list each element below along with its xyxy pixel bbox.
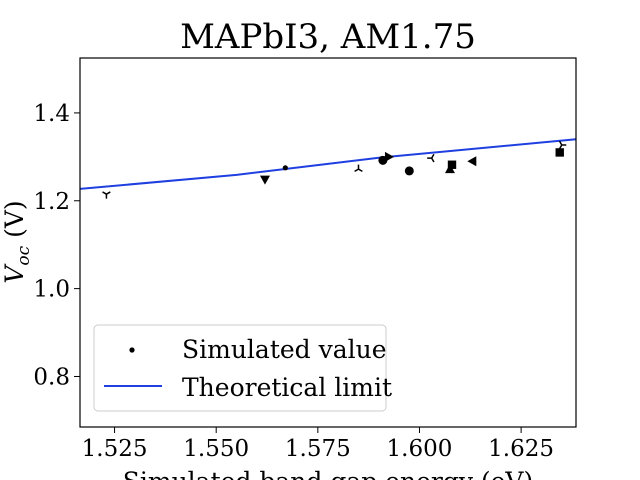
x-tick-label: 1.575: [285, 436, 351, 462]
data-point-tri_left: [427, 153, 435, 163]
y-axis: 0.8 1.0 1.2 1.4: [33, 101, 80, 390]
data-point-dot: [282, 165, 288, 171]
x-tick-label: 1.600: [387, 436, 453, 462]
x-tick-label: 1.525: [82, 436, 148, 462]
legend-marker-simulated: [129, 347, 135, 353]
x-tick-label: 1.550: [183, 436, 249, 462]
data-point-tri_down: [102, 191, 111, 199]
y-axis-label-unit: (V): [0, 200, 29, 246]
data-point-tri_right: [558, 140, 567, 150]
data-point-circle: [404, 166, 414, 176]
legend-label-simulated: Simulated value: [182, 335, 387, 364]
data-point-square: [555, 148, 564, 157]
data-point-triangle_right: [384, 151, 394, 162]
chart-title: MAPbI3, AM1.75: [180, 17, 476, 57]
plot-area: [80, 138, 576, 199]
legend-box: [93, 324, 387, 412]
data-point-triangle_down: [259, 175, 270, 185]
y-tick-label: 1.2: [33, 189, 70, 215]
y-tick-label: 1.4: [33, 101, 70, 127]
x-axis-label: Simulated band gap energy (eV): [123, 467, 534, 480]
y-tick-label: 0.8: [33, 364, 70, 390]
data-point-square: [447, 160, 457, 169]
data-point-triangle_left: [467, 156, 477, 167]
x-axis: 1.525 1.550 1.575 1.600 1.625: [82, 427, 554, 462]
plot-frame: [79, 57, 577, 428]
y-axis-label: Voc (V): [0, 200, 34, 283]
legend: Simulated value Theoretical limit: [93, 324, 392, 412]
y-axis-label-main: V: [0, 263, 29, 284]
theoretical-limit-line: [80, 138, 576, 190]
y-axis-label-sub: oc: [14, 245, 34, 265]
data-point-tri_up: [354, 164, 363, 173]
legend-label-theoretical: Theoretical limit: [182, 373, 392, 402]
x-tick-label: 1.625: [488, 436, 554, 462]
y-tick-label: 1.0: [33, 277, 70, 303]
